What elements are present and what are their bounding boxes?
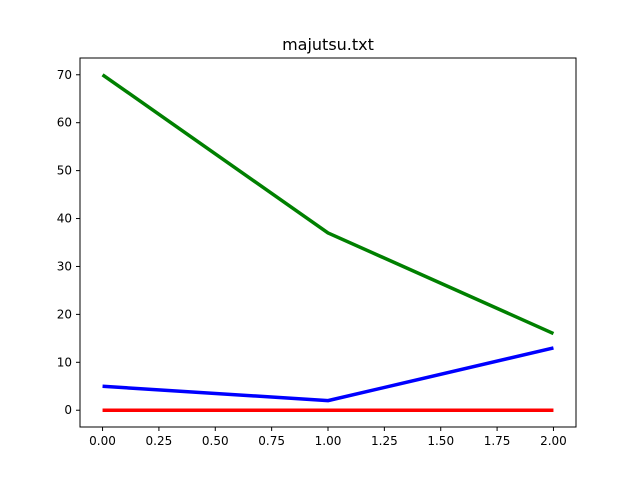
y-tick-label: 10 [57,355,72,369]
y-tick-label: 30 [57,259,72,273]
x-tick-label: 0.75 [258,434,285,448]
series-line-3 [101,73,555,336]
plot-area-frame [79,57,577,428]
y-tick-label: 50 [57,164,72,178]
y-tick-label: 40 [57,212,72,226]
x-tick-label: 1.75 [484,434,511,448]
x-axis: 0.00 0.25 0.50 0.75 1.00 1.25 1.50 1.75 2.00 [89,427,567,448]
y-tick-label: 20 [57,307,72,321]
series-layer [101,73,555,412]
chart-title: majutsu.txt [282,35,374,54]
x-tick-label: 1.00 [315,434,342,448]
y-tick-label: 60 [57,116,72,130]
x-tick-label: 2.00 [540,434,567,448]
x-tick-label: 0.50 [202,434,229,448]
x-tick-label: 1.25 [371,434,398,448]
x-tick-label: 0.25 [146,434,173,448]
y-tick-label: 0 [64,403,72,417]
x-tick-label: 0.00 [89,434,116,448]
x-tick-label: 1.50 [427,434,454,448]
series-line-2 [102,346,554,403]
y-axis: 0 10 20 30 40 50 60 70 [57,68,80,417]
y-tick-label: 70 [57,68,72,82]
